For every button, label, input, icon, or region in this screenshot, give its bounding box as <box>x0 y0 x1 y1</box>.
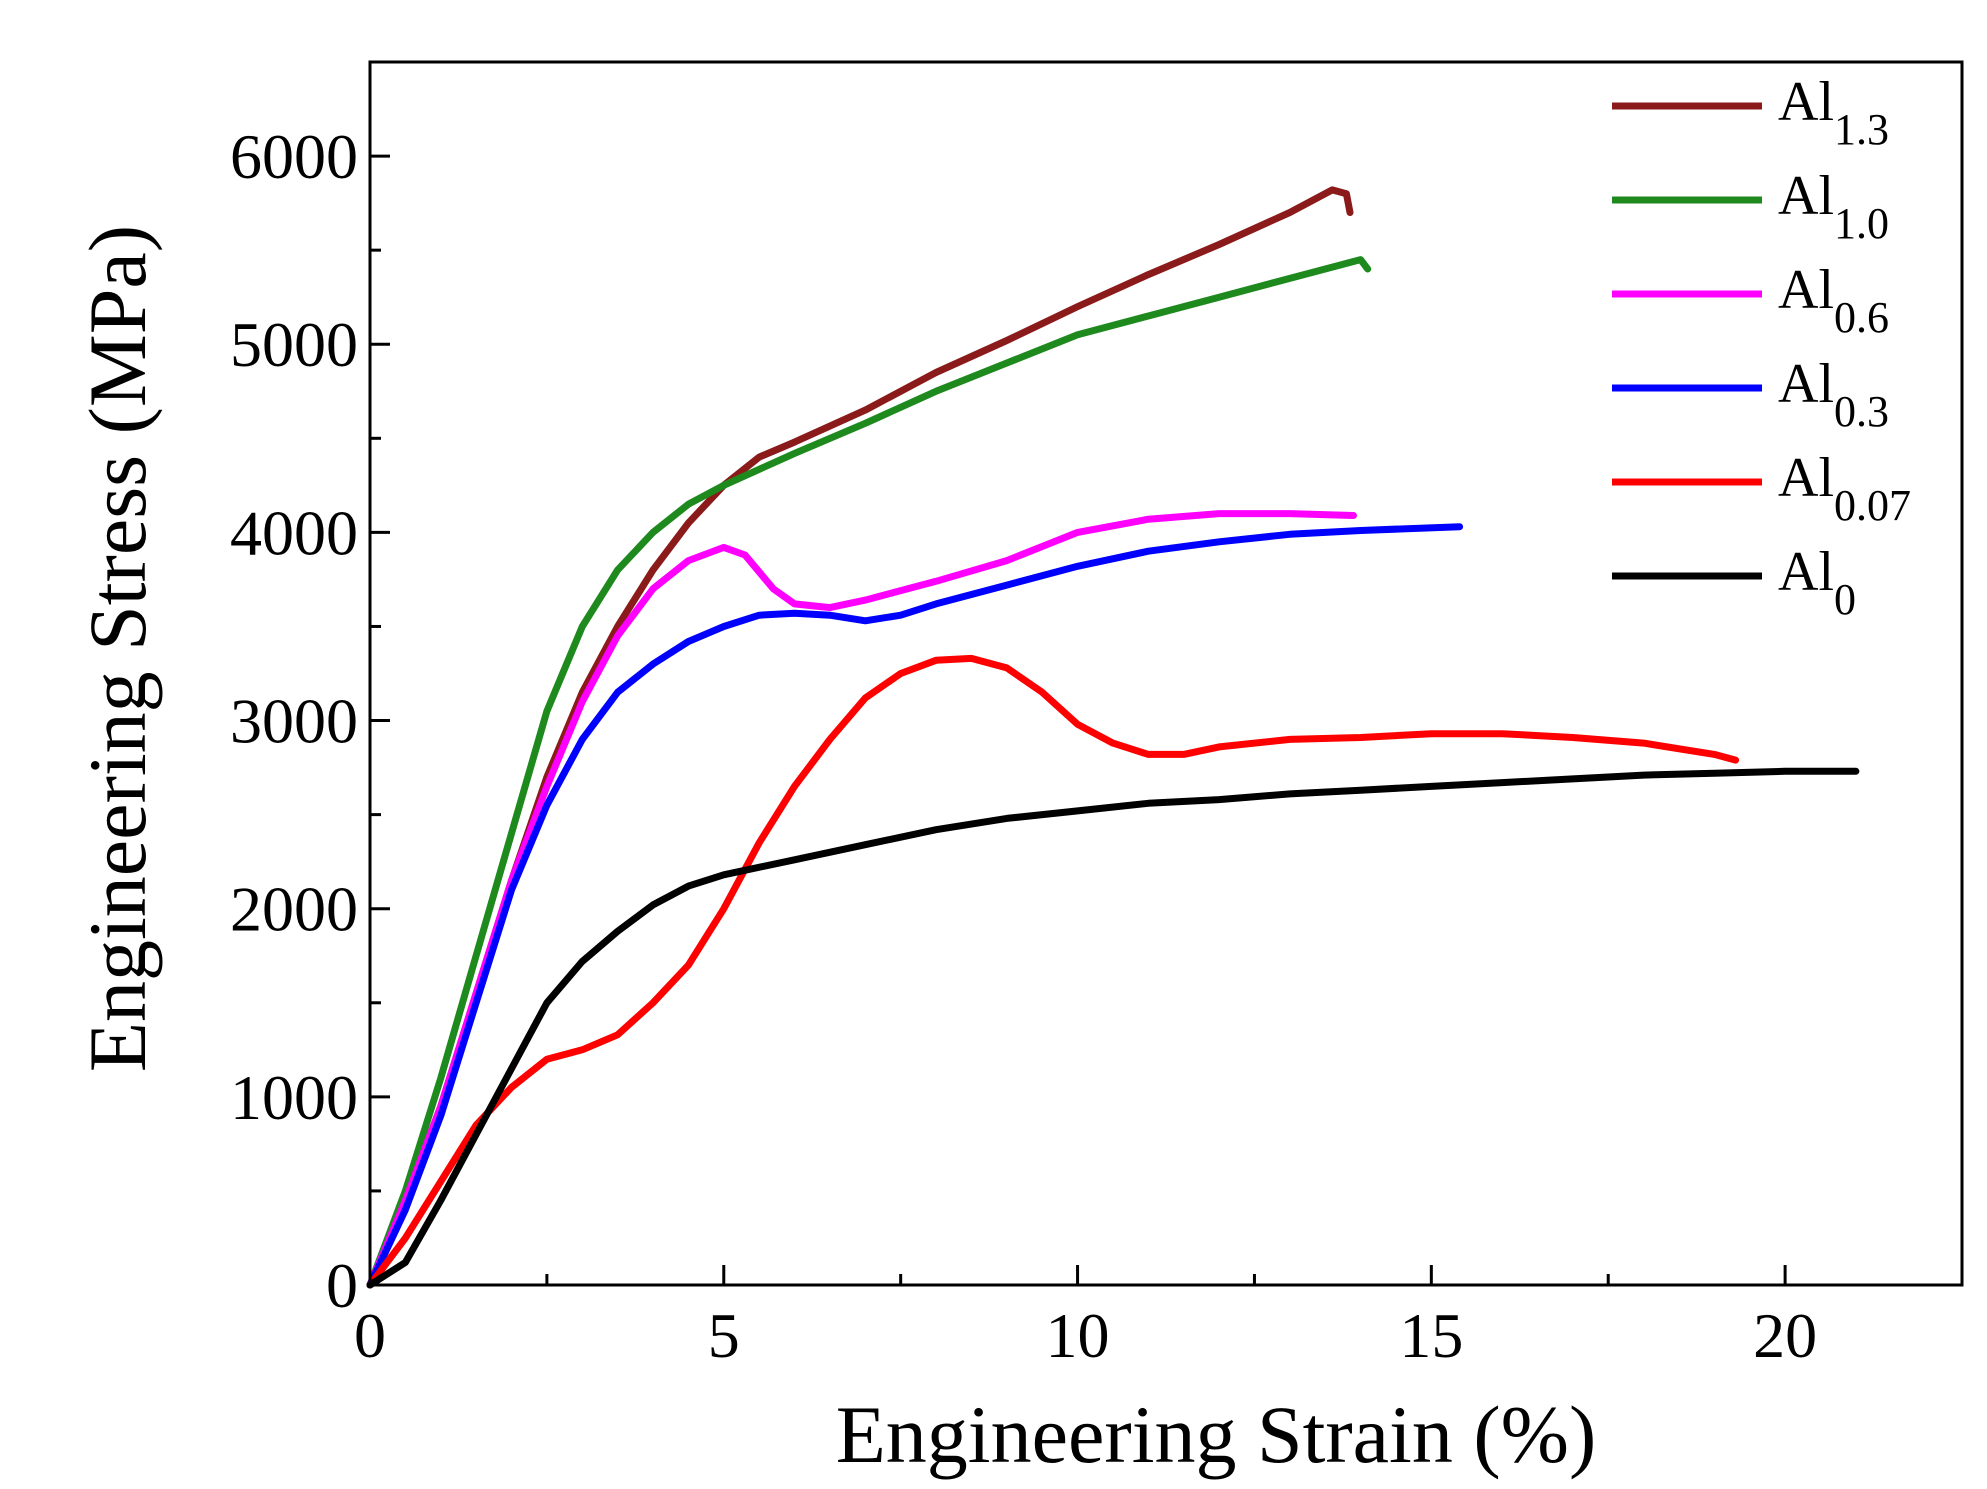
legend-label: Al0.6 <box>1778 259 1889 342</box>
x-axis-title: Engineering Strain (%) <box>836 1389 1597 1480</box>
x-tick-label: 5 <box>708 1300 740 1371</box>
y-tick-label: 6000 <box>230 121 358 192</box>
series-line-al0-07 <box>366 654 1740 1289</box>
legend-label-subscript: 0.3 <box>1834 387 1889 436</box>
legend-label-base: Al <box>1778 447 1834 509</box>
legend-label: Al0.07 <box>1778 447 1911 530</box>
series-line-al1-0 <box>366 256 1372 1289</box>
y-tick-label: 5000 <box>230 309 358 380</box>
legend-label-subscript: 1.0 <box>1834 199 1889 248</box>
legend-label: Al0 <box>1778 541 1856 624</box>
x-tick-label: 15 <box>1399 1300 1463 1371</box>
series-layer <box>366 186 1860 1289</box>
y-tick-label: 1000 <box>230 1062 358 1133</box>
legend-label: Al1.3 <box>1778 71 1889 154</box>
plot-frame <box>368 60 1964 1287</box>
y-tick-label: 0 <box>326 1250 358 1321</box>
series-line-al0 <box>366 767 1860 1289</box>
y-tick-label: 4000 <box>230 497 358 568</box>
series-line-al0-3 <box>366 523 1464 1289</box>
legend-label: Al1.0 <box>1778 165 1889 248</box>
legend-label-base: Al <box>1778 259 1834 321</box>
legend-label-base: Al <box>1778 541 1834 603</box>
legend-label-subscript: 0 <box>1834 575 1856 624</box>
x-tick-label: 10 <box>1046 1300 1110 1371</box>
y-tick-label: 2000 <box>230 874 358 945</box>
tick-labels-layer: 0 5 10 15 20 0 1000 2000 3000 4000 5000 6000 <box>230 121 1817 1371</box>
legend-label-subscript: 1.3 <box>1834 105 1889 154</box>
legend-label: Al0.3 <box>1778 353 1889 436</box>
y-axis-title: Engineering Stress (MPa) <box>72 225 163 1072</box>
legend-label-subscript: 0.6 <box>1834 293 1889 342</box>
x-tick-label: 20 <box>1753 1300 1817 1371</box>
ticks-layer <box>368 154 1787 1287</box>
y-tick-label: 3000 <box>230 686 358 757</box>
legend-label-base: Al <box>1778 353 1834 415</box>
legend-label-subscript: 0.07 <box>1834 481 1911 530</box>
legend-label-base: Al <box>1778 165 1834 227</box>
legend-label-base: Al <box>1778 71 1834 133</box>
x-tick-label: 0 <box>354 1300 386 1371</box>
